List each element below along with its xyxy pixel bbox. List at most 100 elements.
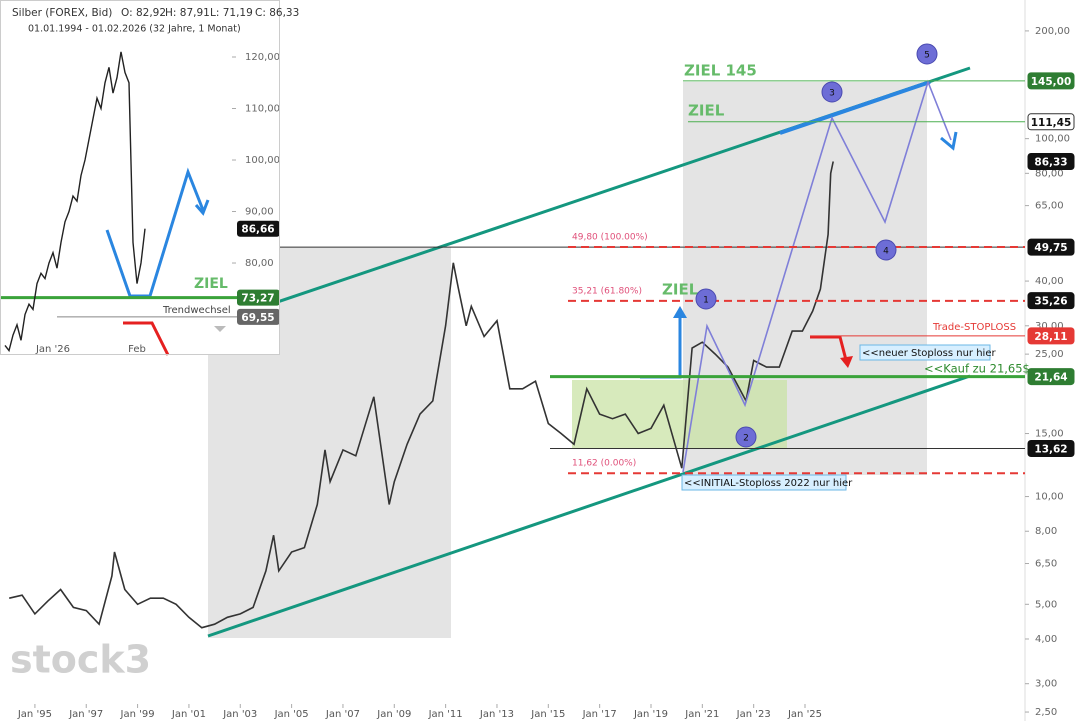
x-tick-label: Jan '05 xyxy=(274,709,309,720)
price-label: 145,00 xyxy=(1031,76,1072,88)
price-label: 49,75 xyxy=(1034,242,1067,254)
x-tick-label: Jan '15 xyxy=(530,709,565,720)
price-label: 73,27 xyxy=(241,293,274,305)
y-tick-label: 5,00 xyxy=(1035,599,1057,610)
wave-marker xyxy=(821,81,843,103)
x-tick-label: Jan '19 xyxy=(633,709,668,720)
price-label: 35,26 xyxy=(1034,296,1067,308)
price-label-box xyxy=(1027,152,1075,170)
price-label: 13,62 xyxy=(1034,444,1067,456)
x-tick-label: Jan '03 xyxy=(222,709,257,720)
price-label: 86,66 xyxy=(241,224,274,236)
date-range: 01.01.1994 - 01.02.2026 (32 Jahre, 1 Mon… xyxy=(28,24,241,35)
y-tick-label: 90,00 xyxy=(245,207,274,218)
y-tick-label: 65,00 xyxy=(1035,201,1064,212)
x-tick-label: Jan '09 xyxy=(376,709,411,720)
arrow xyxy=(810,335,848,361)
arrow-head xyxy=(194,199,210,216)
price-label: 28,11 xyxy=(1034,331,1067,343)
price-label-box xyxy=(1027,440,1075,458)
y-tick-label: 120,00 xyxy=(245,52,280,63)
x-tick-label: Jan '07 xyxy=(325,709,360,720)
y-tick-label: 15,00 xyxy=(1035,429,1064,440)
note-box xyxy=(681,474,847,491)
wave-label: 1 xyxy=(703,296,709,306)
wave-marker xyxy=(875,239,897,261)
price-label: 111,45 xyxy=(1031,117,1072,129)
x-tick-label: Jan '23 xyxy=(736,709,771,720)
arrow-head xyxy=(940,131,958,151)
fib-label: 11,62 (0.00%) xyxy=(572,459,636,469)
stop-arrow xyxy=(123,321,170,356)
x-tick-label: Jan '25 xyxy=(787,709,822,720)
menu-icon xyxy=(214,326,226,332)
x-tick-label: Jan '01 xyxy=(171,709,206,720)
annotation: <<INITIAL-Stoploss 2022 nur hier xyxy=(684,478,853,489)
y-tick-label: 30,00 xyxy=(1035,321,1064,332)
fib-label: 49,80 (100.00%) xyxy=(572,233,648,243)
instrument: Silber (FOREX, Bid) xyxy=(12,7,112,19)
wave-projection xyxy=(682,79,952,473)
main-chart: 200,00 100,00 80,00 65,00 40,00 30,00 2 5,00 15,… xyxy=(9,0,1070,721)
x-tick-label: Jan '99 xyxy=(120,709,155,720)
price-label-box xyxy=(1027,292,1075,310)
wave-label: 2 xyxy=(743,434,749,444)
inset-chart: 120,00 110,00 100,00 90,00 80,00 Jan '26 Feb ZI… xyxy=(0,0,280,356)
price-label-box xyxy=(1027,238,1075,256)
y-tick-label: 4,00 xyxy=(1035,634,1057,645)
wave-marker xyxy=(695,288,717,310)
x-tick-label: Jan '11 xyxy=(428,709,463,720)
annotation: Trendwechsel xyxy=(162,305,231,316)
price-label-box xyxy=(1027,72,1075,90)
x-tick-label: Jan '17 xyxy=(582,709,617,720)
wave-label: 5 xyxy=(924,51,930,61)
price-label-box xyxy=(237,220,280,237)
price-label-box xyxy=(1027,327,1075,345)
arrow-head xyxy=(673,306,687,318)
inset-border xyxy=(0,0,280,355)
ohlc: L: 71,19 xyxy=(210,7,253,19)
annotation: Trade-STOPLOSS xyxy=(932,322,1016,333)
wave-label: 3 xyxy=(829,89,835,99)
y-tick-label: 3,00 xyxy=(1035,679,1057,690)
annotation: ZIEL 145 xyxy=(684,62,757,80)
y-tick-label: 10,00 xyxy=(1035,492,1064,503)
price-label-box xyxy=(1027,368,1075,386)
drawings: 49,80 (100.00%) 35,21 (61.80%) 11,62 (0.00… xyxy=(207,43,1075,638)
x-tick-label: Jan '21 xyxy=(684,709,719,720)
y-tick-label: 200,00 xyxy=(1035,26,1070,37)
price-label-box xyxy=(237,289,280,306)
channel-line xyxy=(207,374,971,638)
y-tick-label: 100,00 xyxy=(1035,134,1070,145)
watermark: stock3 xyxy=(10,638,151,682)
ohlc: C: 86,33 xyxy=(255,7,299,19)
note-box xyxy=(859,344,991,361)
price-line xyxy=(4,51,146,353)
y-tick-label: 6,50 xyxy=(1035,559,1057,570)
y-tick-label: 80,00 xyxy=(245,258,274,269)
projection xyxy=(105,167,205,298)
fib-label: 35,21 (61.80%) xyxy=(572,286,642,296)
arrow-head xyxy=(840,356,853,368)
price-label-box xyxy=(1027,113,1075,131)
wave-marker xyxy=(916,43,938,65)
price-label: 21,64 xyxy=(1034,372,1067,384)
y-tick-label: 40,00 xyxy=(1035,276,1064,287)
y-tick-label: 100,00 xyxy=(245,155,280,166)
y-tick-label: 8,00 xyxy=(1035,526,1057,537)
header: Silber (FOREX, Bid) O: 82,92 H: 87,91 L:… xyxy=(10,7,299,682)
price-label: 86,33 xyxy=(1034,156,1067,168)
annotation: ZIEL xyxy=(688,102,725,120)
annotation: <<Kauf zu 21,65$ xyxy=(924,362,1030,376)
x-tick-label: Jan '13 xyxy=(479,709,514,720)
target-line xyxy=(779,80,931,135)
ohlc: H: 87,91 xyxy=(165,7,210,19)
x-tick-label: Feb xyxy=(128,344,146,355)
annotation: <<neuer Stoploss nur hier xyxy=(862,348,996,359)
wave-marker xyxy=(735,426,757,448)
y-tick-label: 2,50 xyxy=(1035,707,1057,718)
price-label-box xyxy=(237,308,280,325)
ohlc: O: 82,92 xyxy=(121,7,166,19)
y-tick-label: 110,00 xyxy=(245,104,280,115)
